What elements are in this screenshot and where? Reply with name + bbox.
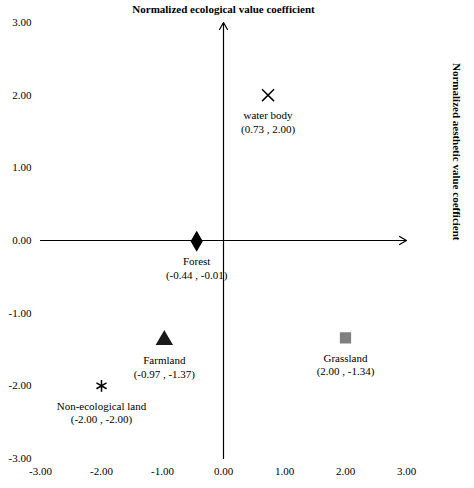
svg-text:-2.00: -2.00 — [9, 379, 32, 391]
svg-text:Normalized aesthetic value coe: Normalized aesthetic value coefficient — [451, 63, 463, 241]
svg-text:-1.00: -1.00 — [151, 465, 174, 477]
svg-text:Forest(-0.44 , -0.01): Forest(-0.44 , -0.01) — [166, 255, 228, 282]
svg-text:-3.00: -3.00 — [9, 452, 32, 464]
svg-text:-3.00: -3.00 — [29, 465, 52, 477]
svg-text:-2.00: -2.00 — [90, 465, 113, 477]
svg-text:Grassland(2.00 , -1.34): Grassland(2.00 , -1.34) — [317, 352, 375, 379]
svg-text:3.00: 3.00 — [397, 465, 417, 477]
svg-text:2.00: 2.00 — [336, 465, 356, 477]
svg-text:-1.00: -1.00 — [9, 307, 32, 319]
svg-text:2.00: 2.00 — [12, 89, 32, 101]
svg-text:1.00: 1.00 — [275, 465, 295, 477]
svg-text:0.00: 0.00 — [12, 234, 32, 246]
svg-text:Normalized ecological value co: Normalized ecological value coefficient — [132, 3, 315, 15]
svg-text:3.00: 3.00 — [12, 16, 32, 28]
svg-text:Farmland(-0.97 , -1.37): Farmland(-0.97 , -1.37) — [134, 354, 196, 381]
svg-text:0.00: 0.00 — [214, 465, 234, 477]
svg-text:Non-ecological land(-2.00 , -2: Non-ecological land(-2.00 , -2.00) — [57, 400, 147, 427]
svg-text:water body(0.73 , 2.00): water body(0.73 , 2.00) — [241, 109, 295, 136]
svg-text:1.00: 1.00 — [12, 161, 32, 173]
